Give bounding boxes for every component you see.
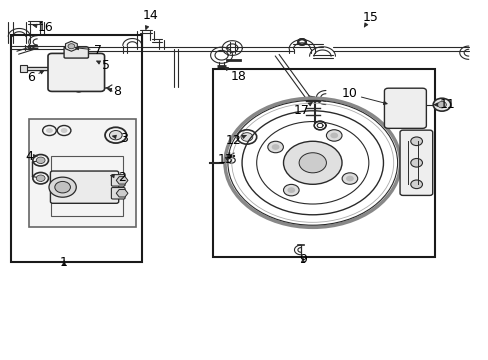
Circle shape	[55, 181, 70, 193]
Text: 10: 10	[341, 87, 386, 104]
FancyBboxPatch shape	[111, 175, 125, 186]
Circle shape	[437, 102, 446, 108]
Circle shape	[342, 173, 357, 184]
FancyBboxPatch shape	[48, 53, 104, 91]
Circle shape	[109, 131, 122, 140]
Circle shape	[299, 153, 326, 173]
Circle shape	[287, 187, 295, 193]
FancyBboxPatch shape	[111, 188, 125, 199]
FancyBboxPatch shape	[399, 130, 432, 195]
Circle shape	[49, 177, 76, 197]
Circle shape	[346, 176, 353, 181]
Text: 15: 15	[362, 11, 377, 27]
Circle shape	[36, 157, 45, 163]
Text: 18: 18	[224, 67, 246, 82]
Text: 7: 7	[75, 44, 102, 57]
Circle shape	[330, 132, 337, 138]
Text: 16: 16	[33, 21, 53, 34]
Circle shape	[267, 141, 283, 153]
FancyBboxPatch shape	[50, 171, 119, 203]
Text: 1: 1	[60, 256, 68, 269]
Text: 17: 17	[293, 102, 312, 117]
Text: 3: 3	[112, 132, 127, 145]
Circle shape	[410, 137, 422, 145]
Circle shape	[326, 130, 341, 141]
Circle shape	[36, 175, 45, 181]
Text: 2: 2	[111, 171, 125, 184]
Bar	[20, 65, 27, 72]
Text: 9: 9	[299, 253, 306, 266]
FancyBboxPatch shape	[384, 88, 426, 129]
Circle shape	[283, 184, 299, 196]
Text: 14: 14	[142, 9, 159, 30]
Bar	[51, 156, 122, 216]
Bar	[29, 119, 136, 226]
Circle shape	[271, 144, 279, 150]
Text: 11: 11	[433, 98, 455, 111]
Circle shape	[432, 98, 450, 111]
Bar	[213, 69, 434, 257]
Text: 4: 4	[25, 150, 37, 163]
Circle shape	[241, 133, 252, 141]
Circle shape	[46, 128, 53, 133]
Circle shape	[410, 180, 422, 189]
Text: 12: 12	[225, 134, 245, 147]
Text: 8: 8	[108, 85, 121, 98]
Text: 13: 13	[218, 153, 233, 166]
Circle shape	[410, 158, 422, 167]
FancyBboxPatch shape	[64, 47, 88, 58]
Bar	[11, 35, 142, 262]
Circle shape	[61, 128, 67, 133]
Circle shape	[68, 44, 75, 49]
Circle shape	[283, 141, 341, 184]
Text: 5: 5	[97, 59, 109, 72]
Text: 6: 6	[27, 71, 43, 84]
